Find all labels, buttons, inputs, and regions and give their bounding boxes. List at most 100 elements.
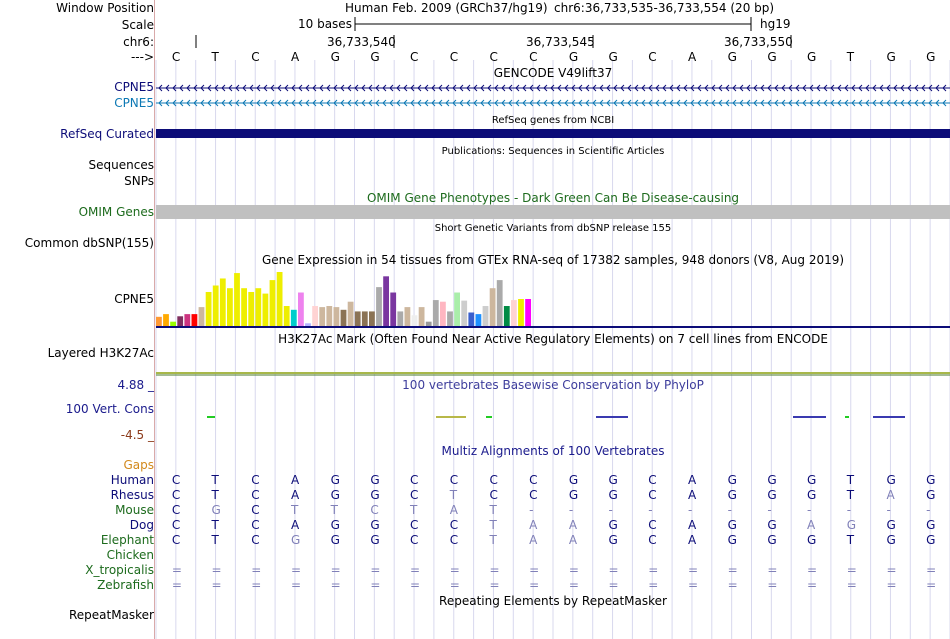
alignment-base: C (171, 518, 181, 532)
strand-arrow (921, 99, 926, 107)
gaps-label[interactable]: Gaps (123, 458, 154, 472)
gencode-gene-label[interactable]: CPNE5 (114, 96, 154, 110)
gencode-gene-label[interactable]: CPNE5 (114, 80, 154, 94)
strand-arrow (620, 99, 625, 107)
gtex-gene-label[interactable]: CPNE5 (114, 292, 154, 306)
species-label[interactable]: X_tropicalis (85, 563, 154, 577)
strand-arrow (809, 84, 814, 92)
strand-arrow (837, 99, 842, 107)
strand-arrow (403, 99, 408, 107)
species-label[interactable]: Elephant (100, 533, 154, 547)
refseq-track-title[interactable]: RefSeq genes from NCBI (491, 115, 615, 126)
gtex-tissue-bar (170, 321, 176, 326)
alignment-base: C (648, 533, 657, 547)
gtex-tissue-bar (198, 307, 205, 326)
alignment-base: G (370, 518, 380, 532)
alignment-base: G (330, 518, 340, 532)
strand-arrow (858, 84, 863, 92)
strand-arrow (522, 84, 527, 92)
h3k27ac-track-label[interactable]: Layered H3K27Ac (47, 346, 154, 360)
gtex-tissue-bar (489, 288, 496, 326)
phylop-track-title[interactable]: 100 vertebrates Basewise Conservation by… (402, 378, 704, 392)
strand-arrow (557, 99, 562, 107)
base-letter: C (489, 50, 498, 64)
gtex-track-title[interactable]: Gene Expression in 54 tissues from GTEx … (261, 253, 845, 267)
alignment-base: G (608, 473, 618, 487)
gtex-tissue-bar (191, 314, 198, 326)
alignment-base: G (926, 473, 936, 487)
alignment-base: = (767, 578, 778, 592)
dbsnp-track-label[interactable]: Common dbSNP(155) (24, 236, 154, 250)
strand-arrow (585, 84, 590, 92)
species-label[interactable]: Mouse (115, 503, 154, 517)
strand-arrow (802, 84, 807, 92)
alignment-base: - (727, 503, 732, 517)
alignment-base: C (251, 488, 260, 502)
species-label[interactable]: Human (110, 473, 154, 487)
strand-arrow (704, 84, 709, 92)
alignment-base: C (489, 473, 498, 487)
repeatmasker-track-title[interactable]: Repeating Elements by RepeatMasker (439, 594, 667, 608)
omim-track-title[interactable]: OMIM Gene Phenotypes - Dark Green Can Be… (366, 191, 740, 205)
base-letter: C (449, 50, 459, 64)
gtex-tissue-bar (276, 272, 283, 326)
strand-arrow (368, 84, 373, 92)
strand-arrow (431, 99, 436, 107)
strand-arrow (284, 84, 289, 92)
gtex-tissue-bar (234, 273, 240, 326)
gtex-tissue-bar (454, 292, 460, 326)
gtex-tissue-bar (184, 314, 191, 326)
strand-arrow (613, 84, 618, 92)
alignment-base: G (846, 518, 857, 532)
alignment-base: C (251, 503, 260, 517)
strand-arrow (907, 99, 912, 107)
phylop-track-label[interactable]: 100 Vert. Cons (65, 402, 154, 416)
strand-arrow (396, 84, 401, 92)
strand-arrow (879, 99, 884, 107)
gtex-tissue-bar (468, 312, 475, 326)
alignment-base: = (687, 563, 698, 577)
gencode-track-title[interactable]: GENCODE V49lift37 (493, 66, 613, 80)
h3k27ac-track-title[interactable]: H3K27Ac Mark (Often Found Near Active Re… (278, 332, 828, 346)
strand-arrow (459, 99, 464, 107)
alignment-base: G (211, 503, 221, 517)
alignment-base: = (648, 563, 659, 577)
repeatmasker-track-label[interactable]: RepeatMasker (68, 608, 154, 622)
alignment-base: A (529, 533, 538, 547)
alignment-base: G (608, 533, 618, 547)
strand-arrow (774, 84, 779, 92)
base-letter: C (171, 50, 181, 64)
publications-track-title[interactable]: Publications: Sequences in Scientific Ar… (441, 146, 665, 157)
strand-arrow (767, 99, 772, 107)
alignment-base: A (568, 518, 578, 532)
species-label[interactable]: Dog (129, 518, 154, 532)
strand-arrow (900, 84, 905, 92)
species-label[interactable]: Rhesus (110, 488, 154, 502)
strand-arrow (200, 99, 205, 107)
publications-snps-label[interactable]: SNPs (124, 174, 154, 188)
strand-arrow (494, 84, 499, 92)
alignment-base: T (290, 503, 299, 517)
strand-arrow (676, 84, 681, 92)
alignment-base: = (370, 578, 381, 592)
strand-arrow (753, 84, 758, 92)
species-label[interactable]: Zebrafish (97, 578, 154, 592)
omim-track-label[interactable]: OMIM Genes (78, 205, 154, 219)
base-letter: C (410, 50, 419, 64)
gtex-tissue-bar (326, 306, 333, 326)
strand-arrow (165, 99, 170, 107)
publications-sequences-label[interactable]: Sequences (88, 158, 154, 172)
strand-label[interactable]: ---> (130, 50, 154, 64)
strand-arrow (942, 84, 947, 92)
alignment-base: = (171, 563, 182, 577)
dbsnp-track-title[interactable]: Short Genetic Variants from dbSNP releas… (434, 223, 672, 234)
refseq-track-label[interactable]: RefSeq Curated (60, 127, 154, 141)
gtex-tissue-bar (411, 315, 418, 326)
multiz-track-title[interactable]: Multiz Alignments of 100 Vertebrates (441, 444, 665, 458)
strand-arrow (417, 99, 422, 107)
species-label[interactable]: Chicken (106, 548, 154, 562)
alignment-base: = (529, 563, 540, 577)
gtex-tissue-bar (262, 293, 269, 326)
